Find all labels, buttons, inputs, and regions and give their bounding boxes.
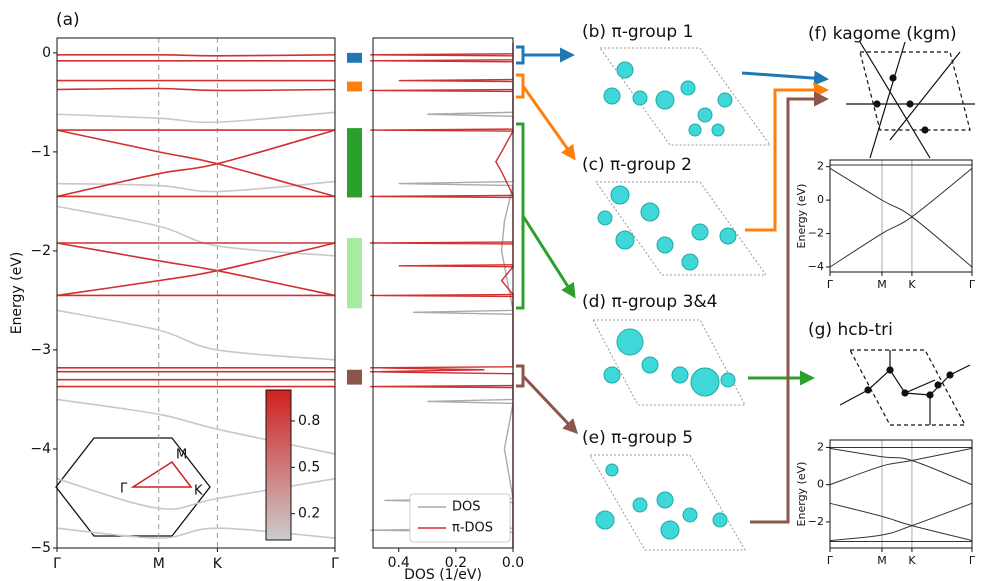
x-tick-label: M (877, 278, 887, 291)
band (57, 112, 335, 122)
page: (a) (b) π-group 1 (c) π-group 2 (d) π-gr… (0, 0, 985, 581)
panel-label: (b) π-group 1 (582, 22, 693, 42)
band (57, 130, 335, 196)
group-bar (347, 238, 362, 308)
x-tick-label: M (877, 554, 887, 567)
y-tick-label: −2 (30, 243, 51, 259)
y-tick-label: −4 (808, 260, 824, 273)
panel-label: (a) (56, 10, 80, 30)
y-axis-label: Energy (eV) (795, 184, 808, 249)
x-tick-label: K (908, 278, 916, 291)
y-tick-label: 2 (817, 160, 824, 173)
x-tick-label: Γ (827, 554, 834, 567)
bz-label: M (176, 448, 187, 463)
band (830, 168, 972, 267)
x-tick-label: Γ (969, 554, 976, 567)
band (830, 168, 972, 267)
group-bar (347, 370, 362, 385)
band (830, 448, 972, 484)
x-tick-label: Γ (53, 556, 61, 572)
panel-label: (d) π-group 3&4 (582, 292, 718, 312)
band (57, 88, 335, 90)
group-bar (347, 128, 362, 197)
y-axis-label: Energy (eV) (795, 462, 808, 527)
panel-label: (c) π-group 2 (582, 155, 692, 175)
y-tick-label: −2 (808, 227, 824, 240)
figure: (a) (b) π-group 1 (c) π-group 2 (d) π-gr… (0, 0, 985, 581)
colorbar (266, 390, 291, 540)
bz-label: Γ (120, 482, 128, 497)
group-bar (347, 82, 362, 92)
band (830, 503, 972, 540)
y-tick-label: 2 (817, 440, 824, 453)
band (57, 55, 335, 56)
dos-line (370, 43, 513, 548)
colorbar-tick-label: 0.5 (298, 459, 320, 475)
y-tick-label: −4 (30, 441, 51, 457)
x-tick-label: Γ (331, 556, 339, 572)
band (57, 206, 335, 256)
y-tick-label: −1 (30, 144, 51, 160)
band (830, 448, 972, 484)
panel-label: (f) kagome (kgm) (808, 24, 957, 44)
y-tick-label: 0 (817, 478, 824, 491)
brillouin-zone: M Γ K (56, 438, 210, 536)
y-tick-label: −2 (808, 515, 824, 528)
legend-label: π-DOS (452, 521, 493, 536)
y-axis-label: Energy (eV) (9, 252, 25, 335)
axes-frame (830, 440, 972, 548)
y-tick-label: 0 (42, 45, 51, 61)
x-tick-label: 0.0 (502, 555, 524, 571)
x-tick-label: K (908, 554, 916, 567)
colorbar-tick-label: 0.2 (298, 506, 320, 522)
x-tick-label: K (213, 556, 223, 572)
y-tick-label: −3 (30, 342, 51, 358)
band (57, 243, 335, 295)
lattice-sketches (840, 42, 975, 425)
group-bar (347, 53, 362, 63)
x-axis-label: DOS (1/eV) (404, 567, 482, 581)
x-tick-label: Γ (969, 278, 976, 291)
panel-label: (g) hcb-tri (808, 320, 893, 340)
legend-label: DOS (452, 500, 481, 515)
y-tick-label: 0 (817, 193, 824, 206)
axes-frame (830, 160, 972, 272)
band (57, 310, 335, 360)
colorbar-tick-label: 0.8 (298, 413, 320, 429)
panel-label: (e) π-group 5 (582, 428, 693, 448)
arrows (516, 47, 826, 522)
x-tick-label: M (153, 556, 165, 572)
x-tick-label: Γ (827, 278, 834, 291)
bz-label: K (194, 484, 203, 499)
y-tick-label: −5 (30, 540, 51, 556)
